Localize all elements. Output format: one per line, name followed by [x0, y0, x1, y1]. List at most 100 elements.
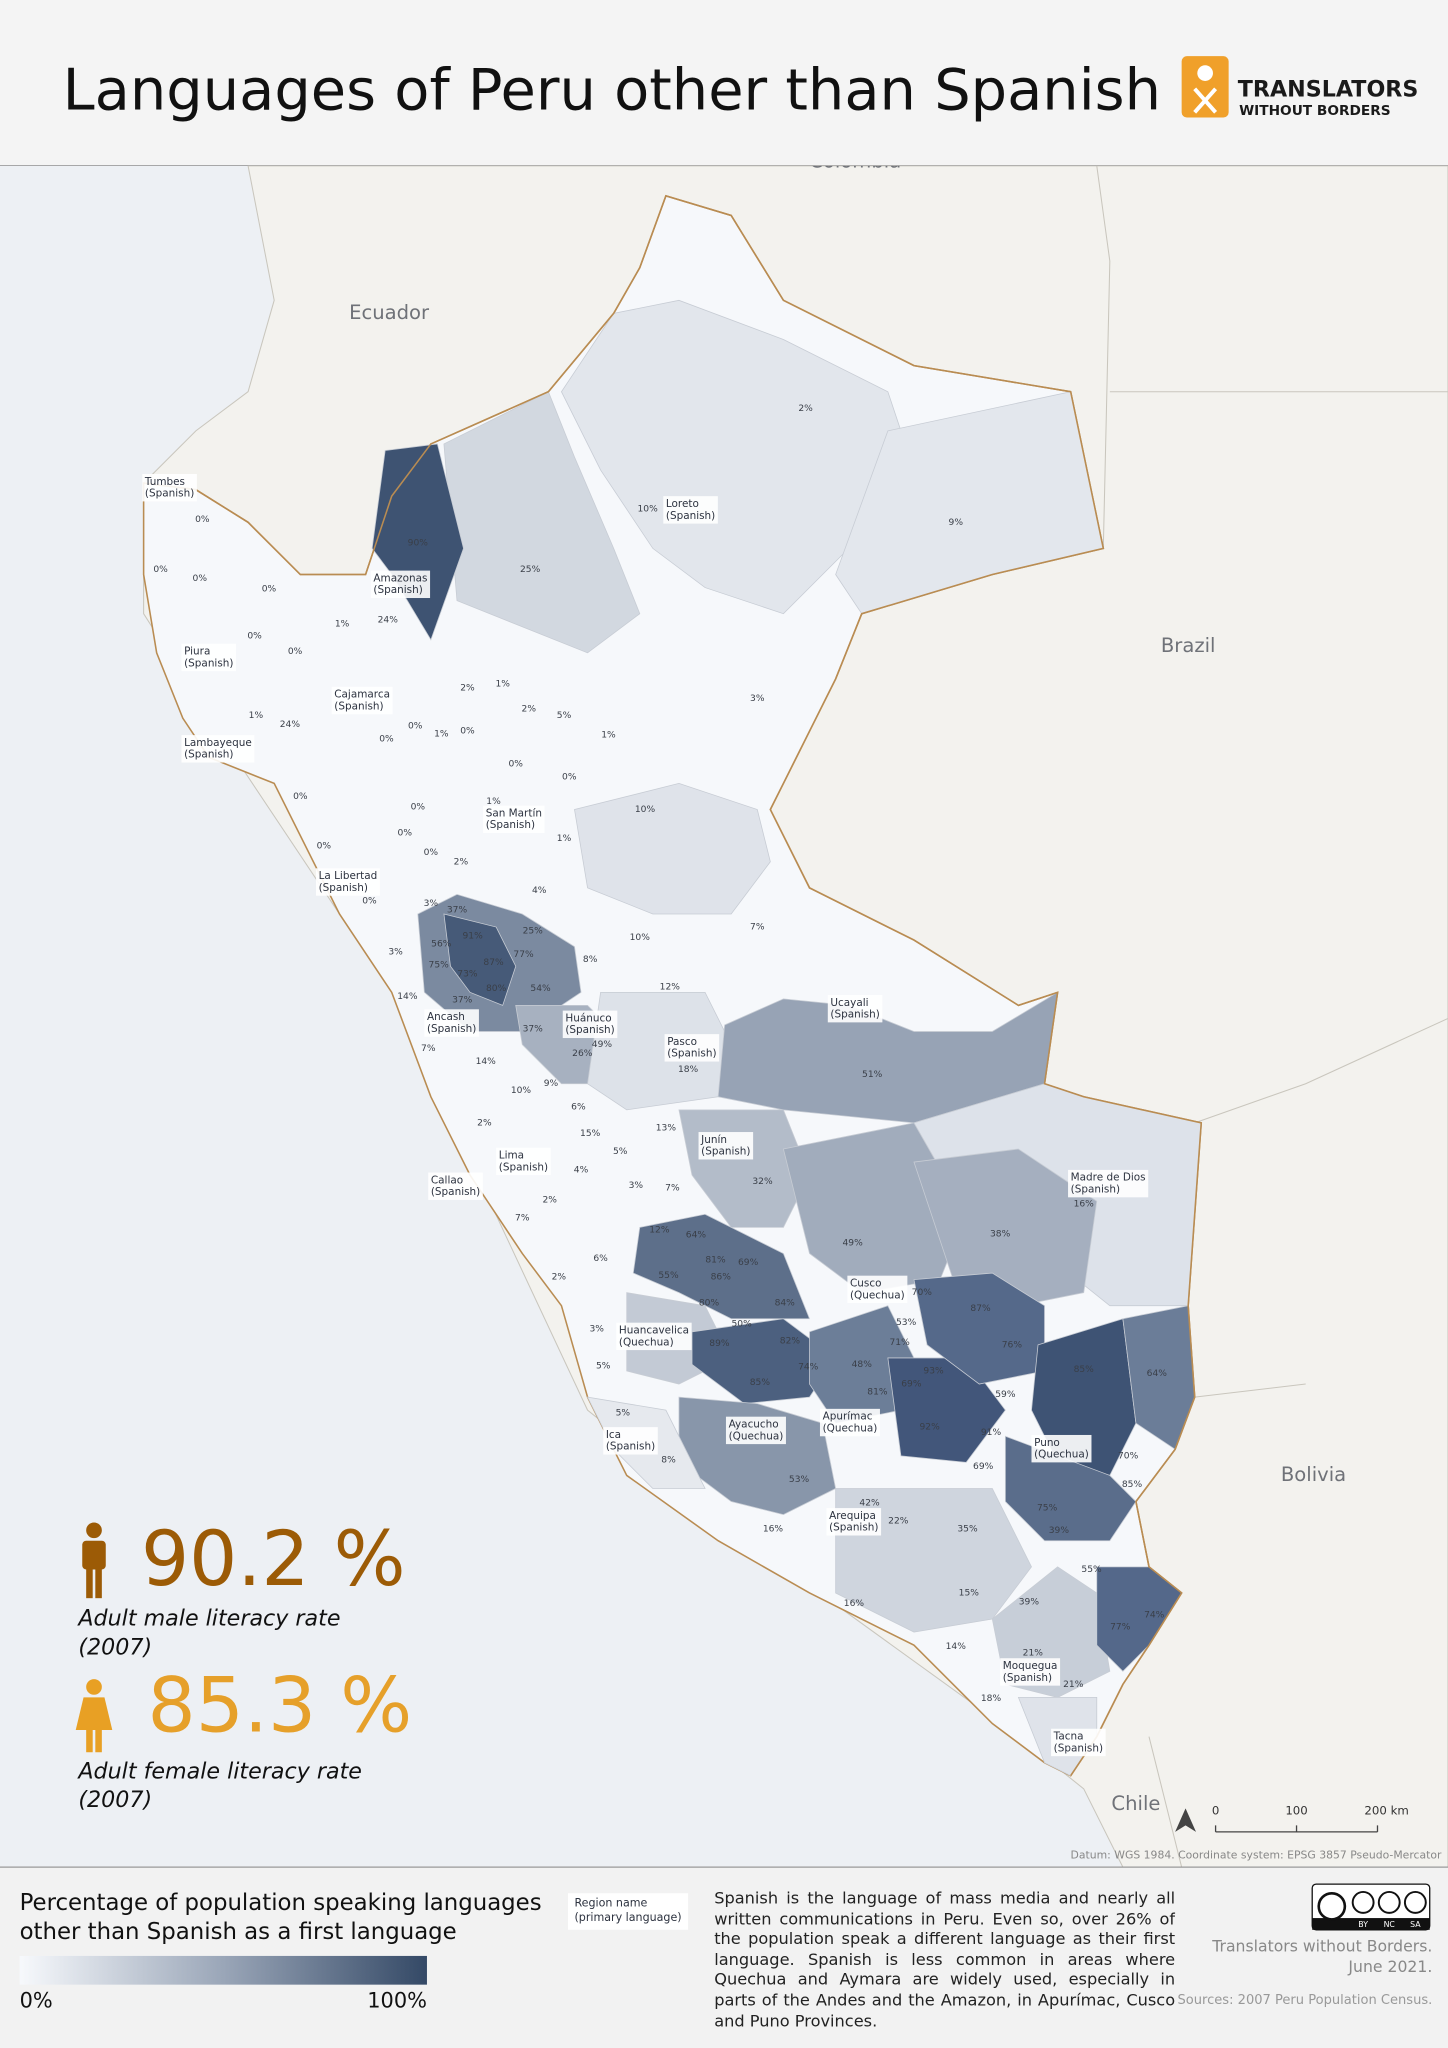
region-name: Junín [700, 1134, 727, 1146]
region-name: Tacna [1053, 1731, 1084, 1743]
stat-year: (2007) [78, 1634, 152, 1660]
region-label-bg [698, 1132, 754, 1160]
percent-label: 4% [532, 886, 547, 896]
percent-label: 5% [596, 1361, 611, 1371]
title: Languages of Peru other than Spanish [63, 57, 1161, 124]
percent-label: 3% [388, 947, 403, 957]
percent-label: 10% [630, 933, 651, 943]
percent-label: 0% [317, 842, 332, 852]
region-shape [632, 1213, 811, 1320]
region-label-bg [826, 1508, 882, 1536]
region-language: (Spanish) [666, 510, 715, 522]
region-name: Piura [184, 646, 210, 658]
region-name: Huánuco [565, 1012, 611, 1024]
region-language: (Spanish) [667, 1048, 716, 1060]
region-label-bg [847, 1275, 908, 1304]
stat-value: 90.2 % [141, 1515, 406, 1603]
stat-label: Adult female literacy rate [76, 1758, 362, 1784]
region-label-bg [331, 686, 393, 715]
percent-label: 70% [1118, 1451, 1139, 1461]
region-language: (Spanish) [373, 584, 422, 596]
region-name: Pasco [667, 1036, 697, 1048]
region-language: (Spanish) [829, 1522, 878, 1534]
legend-title: other than Spanish as a first language [20, 1919, 457, 1945]
region-label-bg [1000, 1658, 1061, 1686]
percent-label: 69% [901, 1380, 922, 1390]
percent-label: 18% [981, 1694, 1002, 1704]
percent-label: 75% [1037, 1504, 1058, 1514]
region-label-bg [562, 1010, 618, 1039]
percent-label: 69% [973, 1462, 994, 1472]
percent-label: 5% [613, 1147, 628, 1157]
region-name: Puno [1034, 1437, 1060, 1449]
percent-label: 7% [665, 1184, 680, 1194]
region-name: Ayacucho [729, 1419, 779, 1431]
percent-label: 1% [249, 711, 264, 721]
percent-label: 7% [421, 1044, 436, 1054]
percent-label: 49% [592, 1040, 613, 1050]
percent-label: 77% [513, 950, 534, 960]
percent-label: 37% [452, 996, 473, 1006]
percent-label: 1% [335, 620, 350, 630]
cc-badge [1311, 1883, 1431, 1931]
percent-label: 77% [1110, 1622, 1131, 1632]
map-labels: Colombia Ecuador Brazil Bolivia Chile 0% 0% 0% 0… [142, 166, 1346, 1815]
logo-text: TRANSLATORS [1238, 77, 1419, 103]
region-language: (Spanish) [184, 749, 233, 761]
percent-label: 2% [522, 705, 537, 715]
percent-label: 0% [411, 802, 426, 812]
percent-label: 0% [247, 631, 262, 641]
percent-label: 4% [574, 1165, 589, 1175]
percent-label: 12% [660, 983, 681, 993]
percent-label: 10% [511, 1086, 532, 1096]
region-language: (Spanish) [1054, 1742, 1103, 1754]
region-language: (Spanish) [565, 1024, 614, 1036]
country-label: Ecuador [349, 301, 430, 324]
percent-label: 0% [408, 721, 423, 731]
percent-label: 91% [463, 932, 484, 942]
percent-label: 12% [649, 1225, 670, 1235]
percent-label: 1% [434, 729, 449, 739]
legend-gradient [19, 1955, 427, 1985]
percent-label: 6% [593, 1254, 608, 1264]
region-label-bg [483, 805, 545, 834]
region-language: (Spanish) [701, 1146, 750, 1158]
percent-label: 53% [789, 1475, 810, 1485]
region-label-bg [424, 1009, 479, 1037]
percent-label: 54% [530, 984, 551, 994]
region-name: Tumbes [144, 476, 185, 488]
percent-label: 82% [780, 1336, 801, 1346]
percent-label: 70% [912, 1288, 933, 1298]
region-label-bg [827, 994, 883, 1023]
region-name: Ica [606, 1429, 621, 1441]
percent-label: 0% [153, 565, 168, 575]
percent-label: 37% [523, 1024, 544, 1034]
region-name: Amazonas [373, 572, 427, 584]
region-language: (Spanish) [334, 700, 383, 712]
percent-label: 59% [995, 1390, 1016, 1400]
percent-label: 14% [397, 992, 418, 1002]
percent-label: 85% [750, 1378, 771, 1388]
logo-mark [1181, 56, 1229, 118]
region-language: (Spanish) [145, 488, 194, 500]
percent-label: 39% [1019, 1598, 1040, 1608]
legend-min: 0% [20, 1989, 53, 2013]
region-language: (Spanish) [1003, 1672, 1052, 1684]
percent-label: 24% [280, 720, 301, 730]
region-name: Apurímac [823, 1411, 873, 1423]
scale-label: 100 [1285, 1803, 1307, 1817]
percent-label: 8% [583, 955, 598, 965]
percent-label: 51% [862, 1070, 883, 1080]
percent-label: 55% [658, 1271, 679, 1281]
region-language: (Spanish) [1071, 1183, 1120, 1195]
percent-label: 1% [486, 797, 501, 807]
percent-label: 5% [616, 1408, 631, 1418]
region-name: Loreto [666, 498, 699, 510]
region-language: (Quechua) [823, 1422, 878, 1434]
region-label-bg [181, 643, 237, 672]
percent-label: 0% [293, 792, 308, 802]
percent-label: 0% [398, 829, 413, 839]
region-label-bg [1051, 1728, 1106, 1757]
percent-label: 25% [520, 565, 541, 575]
